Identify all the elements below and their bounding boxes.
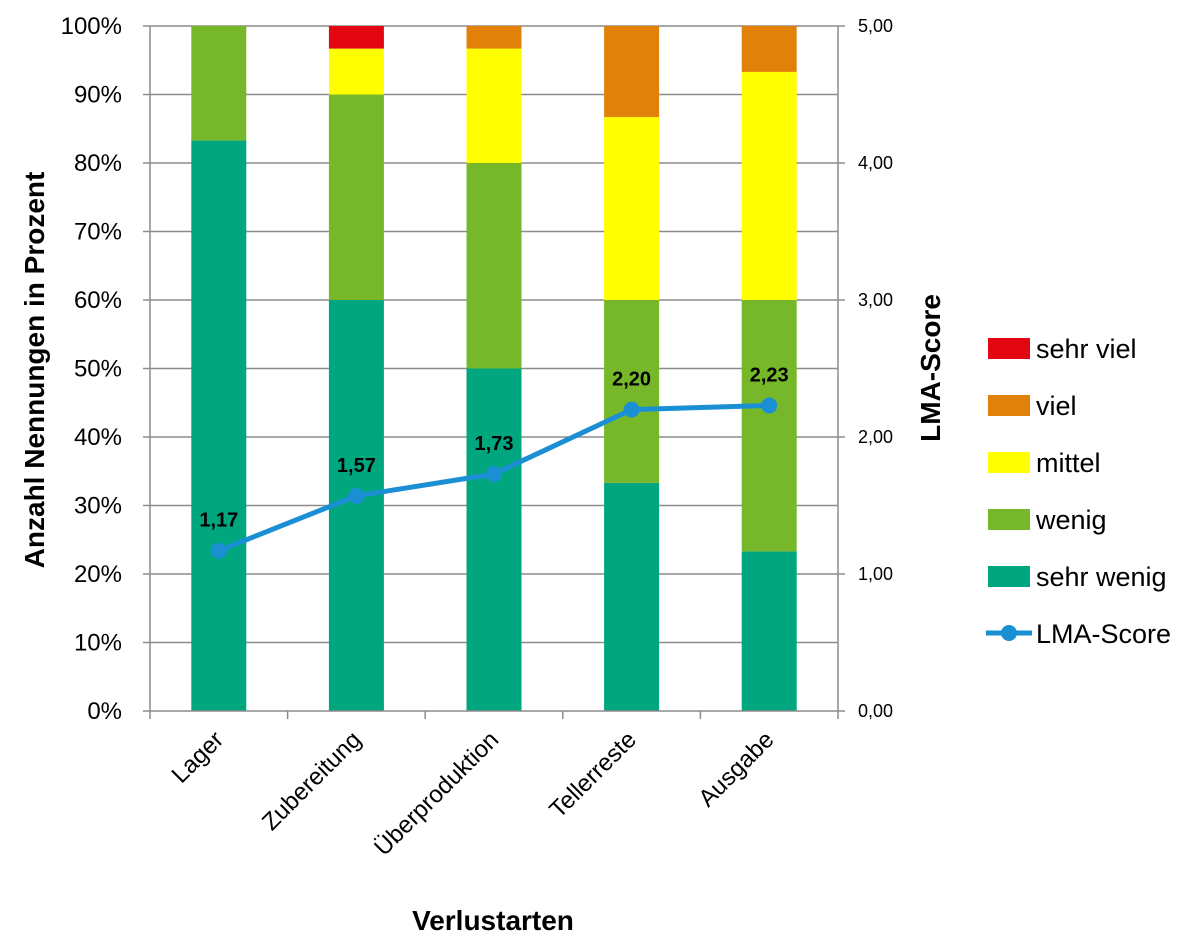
y2-tick-label: 5,00 <box>858 16 893 36</box>
bar-segment <box>466 368 522 711</box>
legend-label: LMA-Score <box>1036 619 1171 649</box>
score-point <box>486 465 502 482</box>
score-point <box>761 397 778 414</box>
y-tick-label: 70% <box>74 219 122 246</box>
y2-tick-label: 0,00 <box>858 701 893 721</box>
y-tick-label: 30% <box>74 493 122 520</box>
bar-segment <box>741 71 797 301</box>
legend-marker <box>1001 625 1017 641</box>
bar-segment <box>328 94 384 300</box>
y-tick-labels: 0% 10% 20% 30% 40% 50% 60% 70% 80% 90% 100% <box>61 13 122 725</box>
legend-swatch <box>988 338 1030 359</box>
legend: sehr viel viel mittel wenig sehr wenig LMA-Sc… <box>986 334 1171 649</box>
legend-label: mittel <box>1036 448 1101 478</box>
score-data-label: 1,57 <box>337 455 376 477</box>
category-label: Überproduktion <box>369 726 504 861</box>
legend-swatch <box>988 509 1030 530</box>
bar-segment <box>466 26 522 49</box>
bar-segment <box>191 26 247 141</box>
legend-swatch <box>988 566 1030 587</box>
y-tick-label: 100% <box>61 13 122 40</box>
category-label: Lager <box>167 726 230 789</box>
x-axis-title: Verlustarten <box>412 905 574 936</box>
bar-segment <box>466 48 522 164</box>
y2-axis-title: LMA-Score <box>915 294 946 442</box>
bar-segment <box>191 140 247 711</box>
y2-tick-label: 4,00 <box>858 153 893 173</box>
score-point <box>348 487 365 504</box>
score-data-label: 1,73 <box>475 433 514 455</box>
y2-tick-label: 3,00 <box>858 290 893 310</box>
data-labels: 1,17 1,57 1,73 2,20 2,23 <box>199 364 788 531</box>
y-tick-label: 90% <box>74 82 122 109</box>
y2-tick-label: 1,00 <box>858 564 893 584</box>
score-data-label: 1,17 <box>199 510 238 532</box>
y-tick-label: 40% <box>74 424 122 451</box>
bar-segment <box>604 117 660 300</box>
score-line <box>210 397 778 559</box>
y-tick-label: 60% <box>74 287 122 314</box>
score-data-label: 2,23 <box>750 364 789 386</box>
legend-label: viel <box>1036 391 1077 421</box>
score-point <box>210 542 227 559</box>
bar-segment <box>466 163 522 369</box>
legend-label: sehr wenig <box>1036 562 1167 592</box>
bar-segment <box>741 26 797 72</box>
y-tick-label: 20% <box>74 561 122 588</box>
bar-segment <box>741 551 797 711</box>
bar-segment <box>328 26 384 49</box>
legend-swatch <box>988 395 1030 416</box>
y2-tick-labels: 0,00 1,00 2,00 3,00 4,00 5,00 <box>858 16 893 721</box>
bar-segment <box>741 300 797 552</box>
legend-swatch <box>988 452 1030 473</box>
y-tick-label: 0% <box>87 698 122 725</box>
y-tick-label: 50% <box>74 356 122 383</box>
y-tick-label: 10% <box>74 630 122 657</box>
category-label: Zubereitung <box>257 726 367 836</box>
bar-segment <box>604 26 660 118</box>
category-label: Tellerreste <box>544 726 641 823</box>
bar-segment <box>328 48 384 95</box>
score-point <box>623 401 640 418</box>
axes <box>143 25 845 719</box>
category-label: Ausgabe <box>693 726 779 812</box>
legend-label: sehr viel <box>1036 334 1137 364</box>
bars <box>191 26 797 711</box>
y2-tick-label: 2,00 <box>858 427 893 447</box>
category-labels: Lager Zubereitung Überproduktion Tellerrest… <box>167 726 780 861</box>
legend-label: wenig <box>1035 505 1107 535</box>
y-axis-title: Anzahl Nennungen in Prozent <box>19 172 50 569</box>
y-tick-label: 80% <box>74 150 122 177</box>
score-data-label: 2,20 <box>612 369 651 391</box>
bar-segment <box>604 482 660 711</box>
bar-segment <box>604 300 660 483</box>
